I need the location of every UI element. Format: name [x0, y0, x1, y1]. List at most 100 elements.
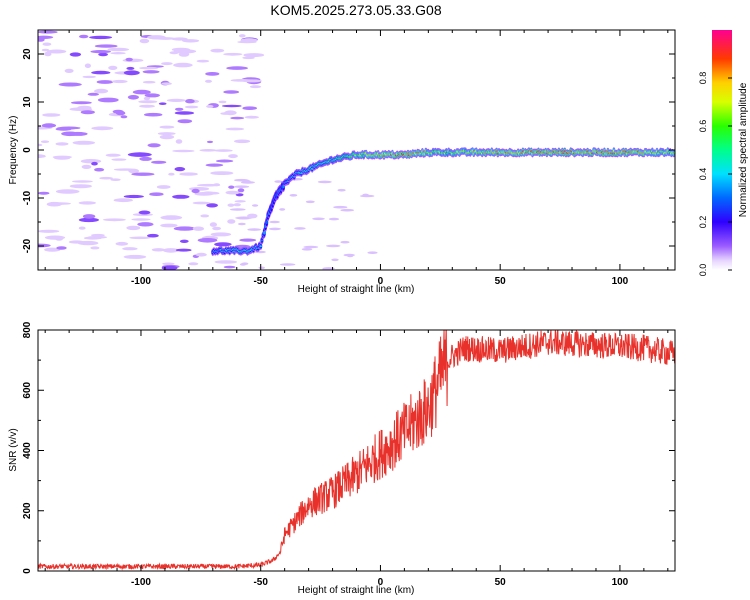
spectrogram-noise-cell	[151, 248, 166, 252]
x-tick-label: 50	[495, 276, 507, 287]
spectrogram-noise-cell	[227, 203, 235, 207]
spectrogram-noise-cell	[161, 82, 172, 85]
y-tick-label: 800	[22, 321, 33, 338]
spectrogram-noise-cell	[90, 50, 111, 54]
spectrogram-noise-cell	[159, 134, 175, 140]
spectrogram-noise-cell	[78, 201, 97, 205]
spectrogram-noise-cell	[41, 123, 57, 128]
spectrogram-noise-cell	[239, 238, 257, 242]
spectrogram-noise-cell	[362, 193, 369, 197]
spectrogram-noise-cell	[128, 168, 140, 174]
spectrogram-noise-cell	[333, 205, 348, 209]
spectrogram-noise-cell	[56, 246, 67, 250]
spectrogram-noise-cell	[233, 203, 241, 207]
spectrogram-noise-cell	[347, 254, 354, 258]
spectrogram-noise-cell	[174, 111, 195, 115]
spectrogram-noise-cell	[279, 208, 286, 211]
colorbar-gradient	[712, 30, 732, 270]
spectrogram-noise-cell	[69, 52, 82, 57]
spectrogram-image	[38, 30, 675, 270]
spectrogram-noise-cell	[82, 75, 96, 79]
spectrogram-noise-cell	[239, 263, 247, 266]
spectrogram-noise-cell	[188, 262, 199, 266]
spectrogram-noise-cell	[161, 62, 173, 66]
spectrogram-noise-cell	[147, 233, 159, 238]
spectrogram-noise-cell	[205, 163, 224, 167]
spectrogram-noise-cell	[110, 52, 126, 55]
colorbar-tick-label: 0.4	[698, 168, 708, 181]
spectrogram-noise-cell	[90, 246, 100, 250]
spectrogram-noise-cell	[78, 217, 99, 223]
spectrogram-ridge-core	[263, 230, 266, 235]
colorbar-ticks: 0.0 0.2 0.4 0.6 0.8	[698, 72, 732, 276]
spectrogram-noise-cell	[184, 105, 199, 109]
snr-ylabel: SNR (v/v)	[8, 428, 19, 471]
spectrogram-noise-cell	[72, 180, 93, 183]
spectrogram-noise-cell	[244, 115, 259, 119]
spectrogram-noise-cell	[233, 185, 250, 188]
spectrogram-noise-cell	[158, 102, 167, 105]
spectrogram-noise-cell	[139, 156, 152, 161]
y-tick-label: 20	[22, 48, 33, 60]
spectrogram-noise-cell	[230, 208, 246, 211]
spectrogram-noise-cell	[108, 65, 118, 70]
spectrogram-noise-cell	[162, 262, 175, 266]
spectrogram-noise-cell	[122, 247, 138, 251]
spectrogram-noise-cell	[138, 100, 158, 104]
y-tick-label: 600	[22, 381, 33, 398]
spectrogram-noise-cell	[178, 52, 190, 57]
spectrogram-noise-cell	[172, 194, 190, 199]
snr-series-line	[38, 330, 675, 571]
spectrogram-noise-cell	[151, 160, 167, 164]
spectrogram-noise-cell	[82, 214, 96, 219]
spectrogram-noise-cell	[155, 37, 176, 40]
spectrogram-noise-cell	[301, 248, 313, 251]
spectrogram-noise-cell	[69, 107, 93, 111]
spectrogram-noise-cell	[252, 204, 259, 207]
spectrogram-noise-cell	[235, 193, 244, 197]
spectrogram-noise-cell	[367, 251, 378, 254]
colorbar-tick-label: 0.8	[698, 72, 708, 85]
spectrogram-noise-cell	[91, 161, 98, 166]
spectrogram-noise-cell	[99, 176, 113, 180]
spectrogram-noise-cell	[139, 38, 150, 44]
snr-xlabel: Height of straight line (km)	[298, 585, 415, 596]
spectrogram-ridge-core	[259, 245, 262, 248]
spectrogram-noise-cell	[147, 143, 161, 148]
spectrogram-noise-cell	[175, 139, 183, 144]
spectrogram-noise-cell	[131, 172, 155, 176]
spectrogram-noise-cell	[84, 63, 91, 69]
spectrogram-noise-cell	[175, 107, 184, 111]
spectrogram-noise-cell	[199, 149, 217, 152]
spectrogram-noise-cell	[137, 222, 154, 227]
spectrogram-noise-cell	[69, 184, 92, 189]
spectrogram-noise-cell	[115, 241, 129, 246]
spectrogram-noise-cell	[303, 245, 319, 249]
spectrogram-noise-cell	[139, 104, 155, 108]
spectrogram-noise-cell	[331, 258, 339, 262]
spectrogram-noise-cell	[205, 72, 220, 76]
spectrogram-noise-cell	[289, 194, 298, 197]
spectrogram-noise-cell	[197, 238, 218, 243]
spectrogram-noise-cell	[196, 59, 210, 63]
spectrogram-noise-cell	[173, 62, 193, 68]
spectrogram-noise-cell	[179, 172, 198, 176]
spectrogram-noise-cell	[185, 99, 195, 104]
spectrogram-noise-cell	[125, 57, 133, 62]
spectrogram-noise-cell	[105, 153, 121, 157]
spectrogram-noise-cell	[237, 188, 245, 193]
spectrogram-noise-cell	[156, 185, 171, 189]
spectrogram-noise-cell	[214, 242, 232, 247]
spectrogram-noise-cell	[269, 220, 280, 224]
spectrogram-noise-cell	[57, 126, 81, 130]
spectrogram-noise-cell	[210, 48, 225, 53]
spectrogram-noise-cell	[132, 89, 151, 95]
spectrogram-noise-cell	[58, 82, 82, 87]
spectrogram-ridge-core	[260, 239, 264, 242]
spectrogram-noise-cell	[173, 226, 196, 231]
spectrogram-noise-cell	[44, 51, 52, 57]
x-tick-label: -50	[253, 577, 268, 588]
spectrogram-noise-cell	[206, 104, 214, 108]
y-tick-label: 10	[22, 96, 33, 108]
spectrogram-ridge-core	[265, 220, 268, 224]
